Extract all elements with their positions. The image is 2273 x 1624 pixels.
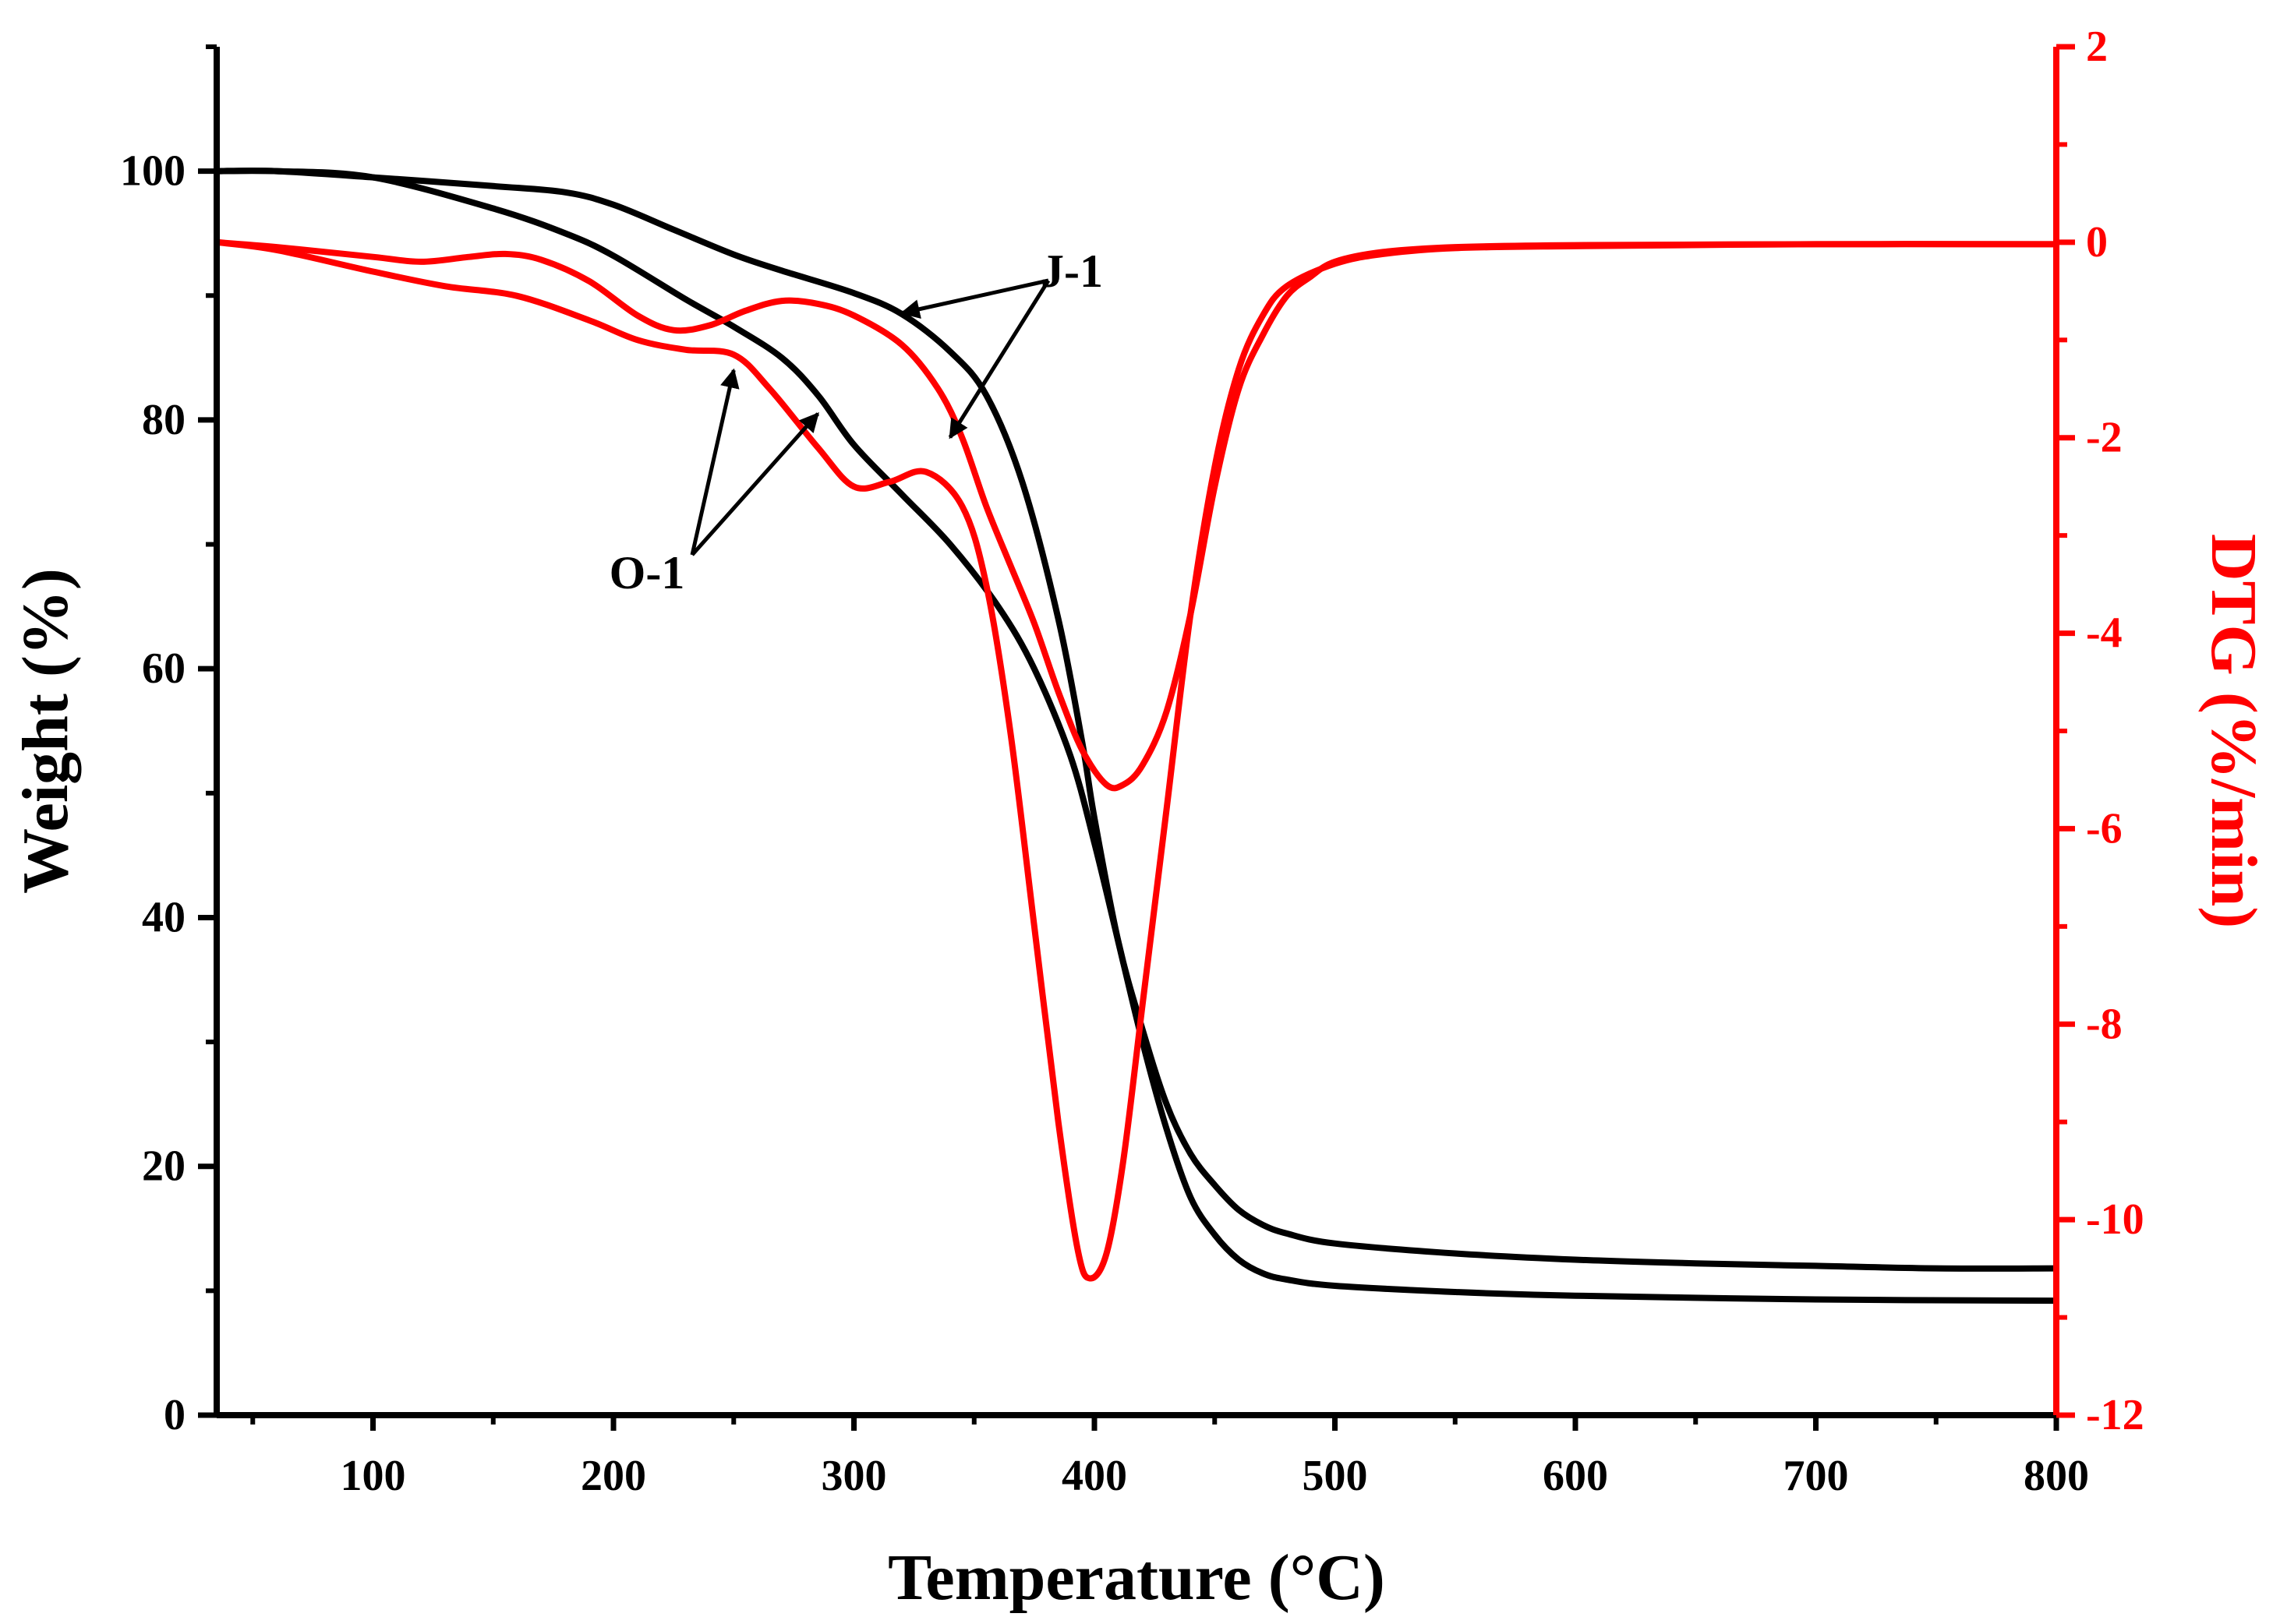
series-line-j-1-dtg [217, 238, 2056, 792]
x-tick-label-400: 400 [1062, 1452, 1127, 1500]
y-tick-label-20: 20 [142, 1142, 186, 1191]
annotation-arrow-o-1-1 [690, 368, 740, 556]
series-line-o-1-dtg [217, 238, 2056, 1282]
y-tick-label-80: 80 [142, 396, 186, 444]
x-tick-label-100: 100 [341, 1452, 406, 1500]
annotation-label-j-1: J-1 [1041, 245, 1103, 297]
y2-tick-label-0: 0 [2086, 218, 2108, 267]
y-tick-label-60: 60 [142, 644, 186, 693]
y2-axis-title: DTG (%/min) [2197, 534, 2270, 928]
annotation-layer: J-1 O-1 [610, 245, 1103, 598]
x-axis-title: Temperature (°C) [888, 1541, 1385, 1614]
series-line-o-1-tg [217, 168, 2056, 1304]
y2-tick-label--4: -4 [2086, 609, 2123, 658]
y-tick-label-40: 40 [142, 893, 186, 941]
y2-tick-label--12: -12 [2086, 1391, 2144, 1439]
y-axis-title: Weight (%) [9, 568, 82, 894]
x-tick-label-700: 700 [1783, 1452, 1849, 1500]
x-tick-label-600: 600 [1543, 1452, 1608, 1500]
y2-tick-label--10: -10 [2086, 1195, 2144, 1244]
annotation-label-o-1: O-1 [610, 547, 685, 598]
y2-tick-label-2: 2 [2086, 23, 2108, 71]
x-tick-label-800: 800 [2024, 1452, 2089, 1500]
y2-tick-label--6: -6 [2086, 804, 2123, 853]
annotation-arrow-j-1-2 [948, 279, 1051, 440]
x-tick-label-300: 300 [822, 1452, 887, 1500]
annotation-arrow-o-1-2 [691, 412, 820, 556]
x-tick-label-200: 200 [581, 1452, 646, 1500]
y-tick-label-100: 100 [120, 147, 186, 196]
y2-tick-label--2: -2 [2086, 414, 2123, 462]
y2-tick-label--8: -8 [2086, 1000, 2123, 1048]
annotation-arrow-j-1-1 [900, 278, 1049, 319]
y-tick-label-0: 0 [164, 1391, 186, 1439]
series-line-j-1-tg [217, 168, 2056, 1272]
x-tick-label-500: 500 [1303, 1452, 1368, 1500]
plot-area: 100 200 300 400 500 600 700 800020406080100-12-… [120, 23, 2144, 1500]
series-layer [217, 168, 2056, 1304]
ticks-layer: 100 200 300 400 500 600 700 800020406080100-12-… [120, 23, 2144, 1500]
